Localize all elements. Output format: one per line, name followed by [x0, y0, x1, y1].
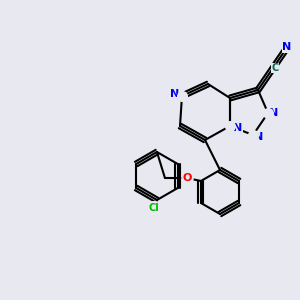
- Text: N: N: [170, 89, 180, 99]
- Text: C: C: [272, 63, 279, 73]
- Text: N: N: [269, 108, 279, 118]
- Text: N: N: [233, 123, 243, 133]
- Text: O: O: [182, 173, 192, 183]
- Text: Cl: Cl: [148, 203, 159, 213]
- Text: N: N: [254, 132, 264, 142]
- Text: N: N: [282, 42, 292, 52]
